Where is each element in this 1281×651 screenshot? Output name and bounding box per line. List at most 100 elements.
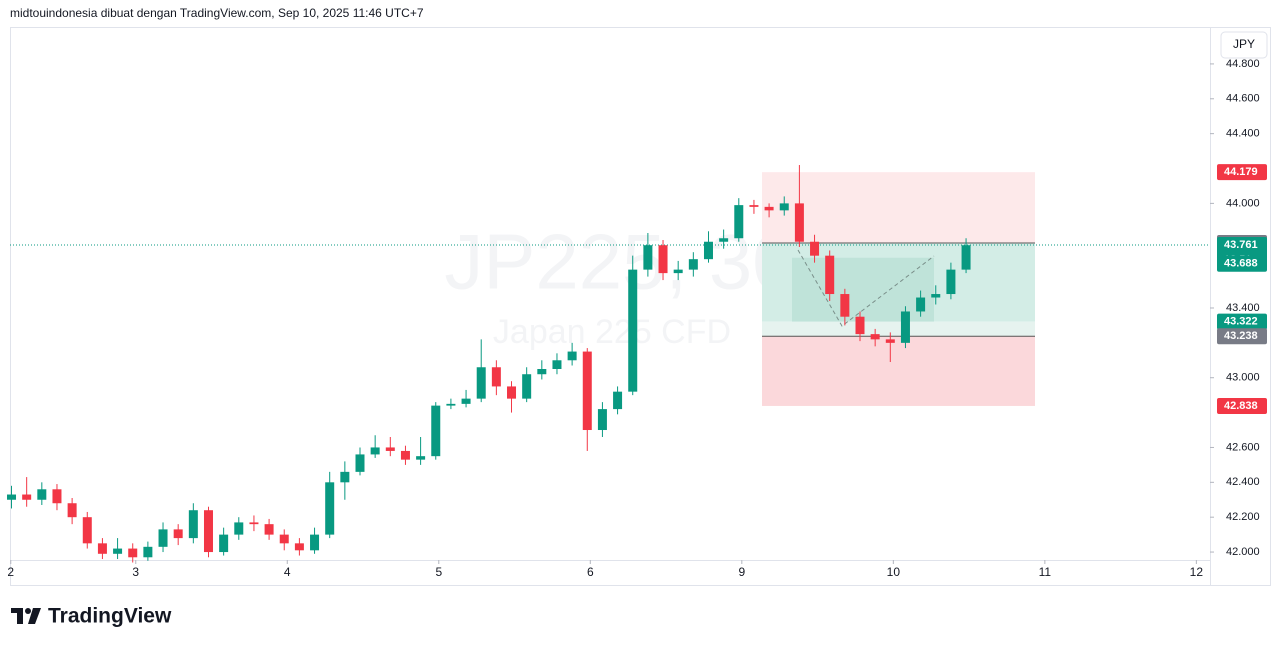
watermark-subtitle: Japan 225 CFD: [493, 313, 731, 351]
x-tick-label: 2: [7, 565, 14, 579]
range-box: [792, 257, 934, 322]
candle-body: [916, 297, 926, 312]
y-tick-label: 42.400: [1226, 476, 1260, 488]
price-label-box: [1217, 328, 1267, 345]
price-label: 43.238: [1224, 330, 1258, 342]
candle-body: [370, 447, 380, 455]
candle-body: [279, 534, 289, 544]
y-tick-label: 44.000: [1226, 197, 1260, 209]
candle-body: [461, 398, 471, 404]
x-tick-label: 10: [887, 565, 901, 579]
stop-zone-lower: [762, 336, 1035, 406]
candle-body: [734, 205, 744, 239]
stop-zone: [762, 172, 1035, 243]
candle-body: [355, 454, 365, 472]
candle-body: [582, 351, 592, 431]
candle-body: [658, 245, 668, 274]
candle-body: [810, 241, 820, 256]
price-label: 42.838: [1224, 400, 1258, 412]
candle-body: [310, 534, 320, 551]
x-tick-label: 4: [284, 565, 291, 579]
candle-body: [673, 269, 683, 274]
candle-body: [173, 529, 183, 539]
x-tick-label: 11: [1039, 565, 1052, 579]
x-tick-label: 12: [1190, 565, 1204, 579]
candle-body: [143, 546, 153, 558]
price-label: 43.761: [1224, 239, 1258, 251]
candle-body: [491, 367, 501, 387]
candle-body: [22, 494, 32, 500]
candle-body: [870, 334, 880, 340]
candle-body: [340, 471, 350, 483]
candle-body: [264, 524, 274, 535]
candle-body: [764, 206, 774, 211]
candle-body: [613, 391, 623, 410]
candle-body: [249, 522, 259, 525]
price-label-box: [1217, 397, 1267, 414]
candle-body: [97, 543, 107, 554]
candle-body: [643, 245, 653, 270]
candle-body: [628, 269, 638, 392]
candle-body: [567, 351, 577, 361]
candle-body: [961, 245, 971, 270]
candle-body: [719, 238, 729, 242]
candle-body: [203, 510, 213, 553]
candle-body: [840, 294, 850, 317]
price-label: 44.179: [1224, 166, 1258, 178]
candle-body: [113, 548, 123, 554]
candle-body: [446, 403, 456, 406]
candle-body: [385, 447, 395, 451]
y-tick-label: 44.400: [1226, 128, 1260, 140]
candle-body: [128, 548, 138, 558]
x-tick-label: 6: [587, 565, 594, 579]
y-tick-label: 43.000: [1226, 372, 1260, 384]
candle-body: [855, 316, 865, 335]
price-label: 43.322: [1224, 315, 1258, 327]
y-tick-label: 42.600: [1226, 441, 1260, 453]
candle-body: [158, 529, 168, 547]
candle-body: [52, 489, 62, 504]
candle-body: [325, 482, 335, 535]
logo-icon: [11, 608, 41, 624]
x-tick-label: 9: [738, 565, 745, 579]
price-label-box: [1217, 255, 1267, 272]
candle-body: [931, 294, 941, 298]
y-tick-label: 42.000: [1226, 546, 1260, 558]
candle-body: [779, 203, 789, 211]
candle-body: [416, 456, 426, 460]
candle-body: [537, 368, 547, 375]
candle-body: [688, 259, 698, 270]
candle-body: [476, 367, 486, 399]
candle-body: [825, 255, 835, 295]
candle-body: [188, 510, 198, 539]
price-label: 43.688: [1224, 258, 1258, 270]
y-tick-label: 42.200: [1226, 511, 1260, 523]
y-tick-label: 43.400: [1226, 302, 1260, 314]
x-tick-label: 5: [435, 565, 442, 579]
price-label-box: [1217, 164, 1267, 181]
candle-body: [522, 374, 532, 399]
pattern-path: [797, 249, 935, 327]
candle-body: [37, 489, 47, 500]
candle-body: [507, 386, 517, 399]
candle-body: [885, 339, 895, 343]
currency: JPY: [1233, 37, 1255, 51]
candle-body: [946, 269, 956, 295]
candle-body: [431, 405, 441, 457]
candle-body: [7, 494, 17, 500]
candle-body: [234, 522, 244, 535]
candle-body: [597, 409, 607, 431]
candle-body: [82, 517, 92, 544]
candle-body: [794, 203, 804, 242]
candle-body: [552, 360, 562, 369]
y-tick-label: 44.600: [1226, 93, 1260, 105]
candle-body: [400, 450, 410, 460]
header: midtouindonesia dibuat dengan TradingVie…: [10, 6, 424, 20]
logo: TradingView: [48, 605, 172, 628]
x-tick-label: 3: [132, 565, 139, 579]
currency-button[interactable]: [1220, 31, 1268, 59]
candle-body: [219, 534, 229, 553]
candle-body: [67, 503, 77, 518]
